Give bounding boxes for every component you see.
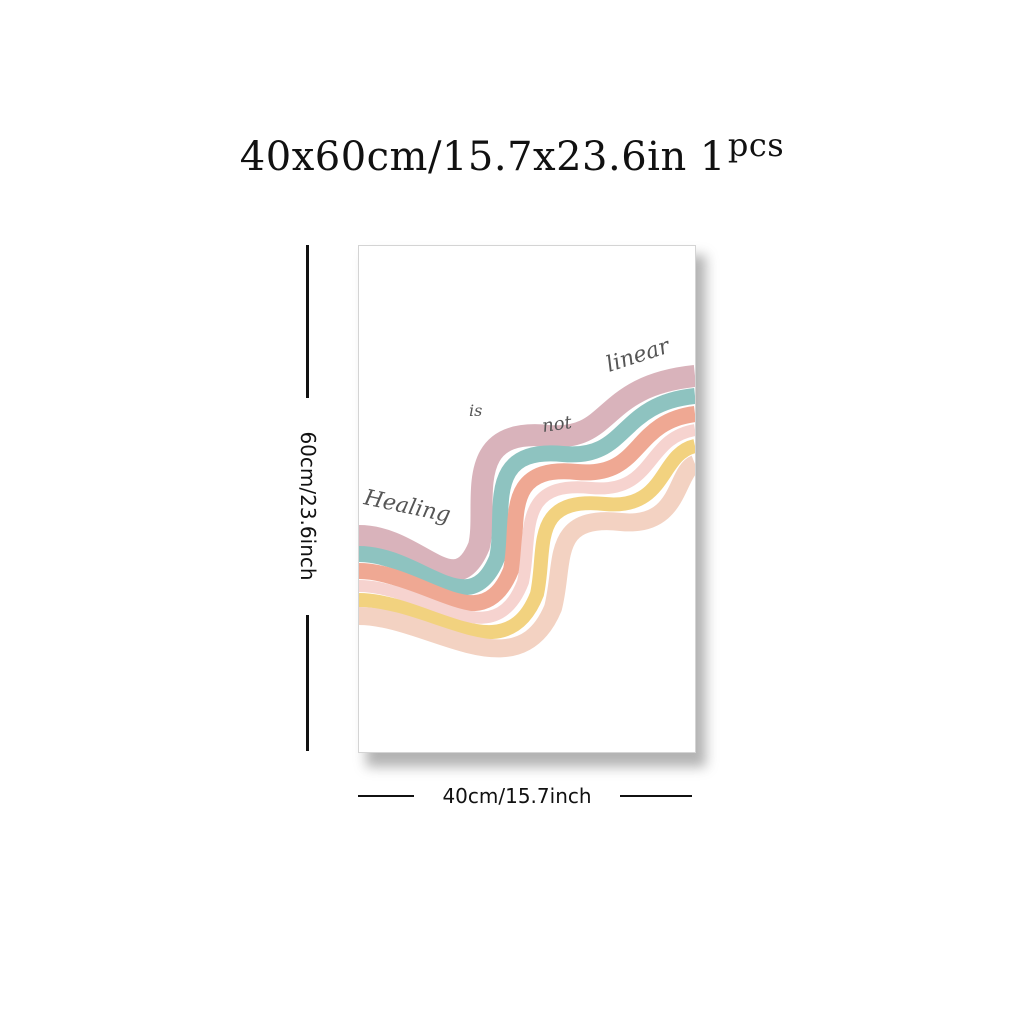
wave-stripe-yellow bbox=[359, 439, 695, 640]
rainbow-wave bbox=[359, 365, 695, 658]
word-is: is bbox=[469, 401, 482, 420]
wave-stripe-salmon bbox=[359, 406, 695, 612]
word-not: not bbox=[541, 412, 574, 437]
quantity: 1 bbox=[699, 134, 726, 180]
width-dimension-label: 40cm/15.7inch bbox=[442, 784, 592, 808]
height-dimension-label: 60cm/23.6inch bbox=[296, 431, 320, 581]
wave-stripe-pink bbox=[359, 365, 695, 582]
quantity-unit: pcs bbox=[727, 126, 785, 164]
poster-artwork: Healing is not linear bbox=[359, 333, 695, 658]
word-healing: Healing bbox=[361, 485, 453, 528]
wave-stripe-light-pink bbox=[359, 424, 695, 624]
wave-stripe-teal bbox=[359, 388, 695, 596]
poster-print: Healing is not linear bbox=[358, 245, 696, 753]
width-dimension-line-right bbox=[620, 795, 692, 797]
size-title: 40x60cm/15.7x23.6in 1pcs bbox=[0, 126, 1024, 180]
wave-stripe-peach bbox=[359, 455, 695, 658]
height-dimension-line-top bbox=[306, 245, 309, 398]
width-dimension-line-left bbox=[358, 795, 414, 797]
height-dimension-line-bottom bbox=[306, 615, 309, 751]
size-text: 40x60cm/15.7x23.6in bbox=[239, 134, 687, 180]
